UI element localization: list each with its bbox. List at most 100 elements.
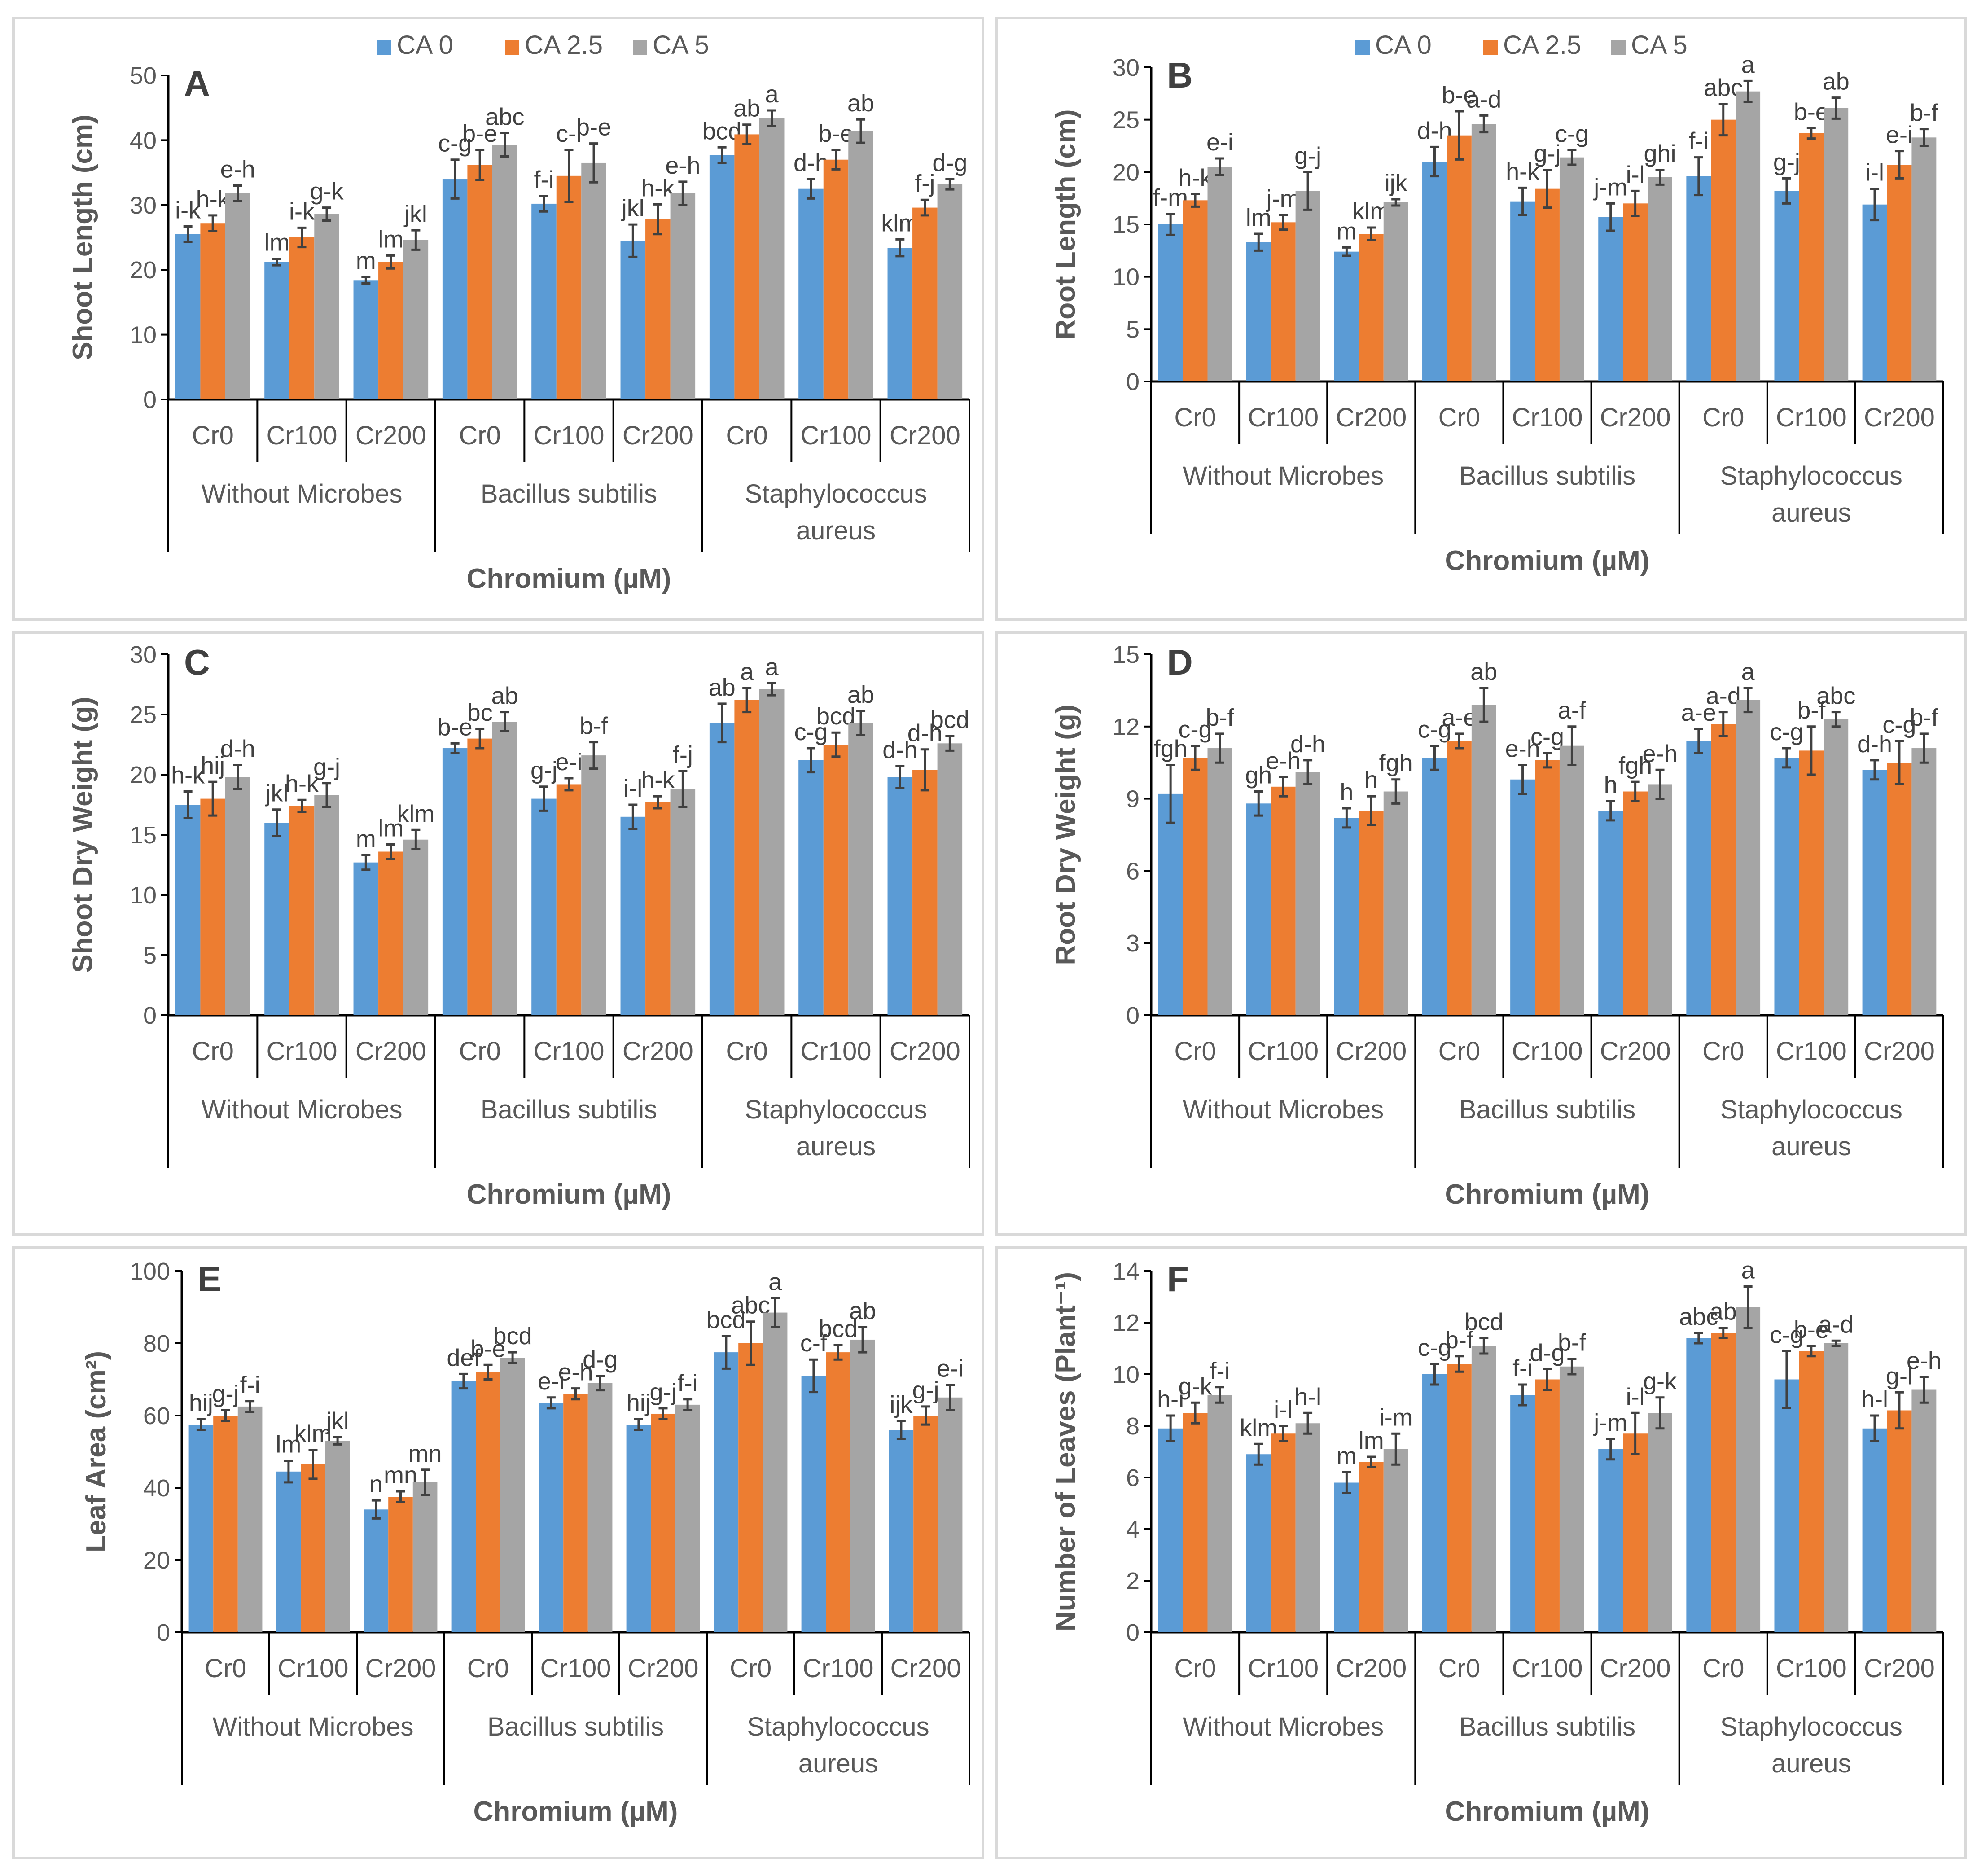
- significance-label: lm: [378, 226, 403, 253]
- significance-label: bcd: [493, 1323, 532, 1350]
- y-tick-label: 12: [1113, 1310, 1140, 1337]
- group-label: Staphylococcus: [745, 1095, 927, 1124]
- significance-label: h-k: [196, 186, 230, 213]
- significance-label: d-h: [1857, 731, 1892, 758]
- x-axis-label: Chromium (µM): [467, 563, 671, 594]
- significance-label: b-f: [1445, 1327, 1474, 1354]
- category-label: Cr0: [1702, 1654, 1744, 1683]
- significance-label: e-h: [558, 1359, 593, 1386]
- x-axis-label: Chromium (µM): [467, 1179, 671, 1210]
- significance-label: b-f: [1910, 704, 1938, 731]
- significance-label: f-j: [673, 741, 693, 768]
- y-tick-label: 0: [143, 1002, 157, 1029]
- bar: [492, 145, 517, 399]
- y-tick-label: 15: [1113, 641, 1140, 668]
- bar: [467, 738, 492, 1015]
- category-label: Cr0: [1174, 1654, 1216, 1683]
- category-label: Cr100: [534, 421, 605, 450]
- category-label: Cr100: [1512, 1037, 1583, 1066]
- category-label: Cr200: [1864, 1037, 1935, 1066]
- legend-swatch: [1355, 40, 1370, 55]
- bar: [670, 789, 696, 1015]
- group-label: Bacillus subtilis: [1459, 1712, 1635, 1741]
- category-label: Cr200: [1336, 1654, 1407, 1683]
- significance-label: e-h: [1642, 740, 1677, 767]
- bar: [289, 806, 315, 1015]
- bar: [887, 248, 913, 399]
- category-label: Cr0: [459, 1037, 500, 1066]
- chart-panel-e: 0 20 40 60 80 100 Leaf Area (cm²) E Cr0 Cr100 Cr20…: [12, 1246, 984, 1859]
- y-tick-label: 40: [130, 127, 157, 154]
- bar: [1295, 1423, 1320, 1632]
- category-label: Cr100: [1248, 1654, 1319, 1683]
- bar: [581, 162, 606, 399]
- bar: [442, 748, 468, 1015]
- significance-label: abc: [1679, 1303, 1718, 1330]
- significance-label: h-i: [1157, 1386, 1184, 1413]
- significance-label: c-g: [438, 130, 472, 157]
- bar: [912, 770, 938, 1015]
- category-label: Cr0: [1438, 403, 1480, 432]
- bar: [587, 1383, 613, 1632]
- significance-label: g-j: [649, 1379, 676, 1406]
- significance-label: ghi: [1644, 140, 1676, 167]
- bar: [651, 1413, 675, 1632]
- group-label: aureus: [1771, 498, 1851, 527]
- bar: [734, 700, 759, 1015]
- bar: [763, 1312, 788, 1632]
- bar: [1824, 108, 1849, 381]
- category-label: Cr0: [192, 421, 233, 450]
- bar: [937, 743, 963, 1015]
- y-tick-label: 6: [1126, 858, 1140, 885]
- significance-label: fgh: [1154, 736, 1188, 763]
- significance-label: e-i: [937, 1355, 964, 1382]
- significance-label: fgh: [1618, 752, 1652, 779]
- y-tick-label: 14: [1113, 1258, 1140, 1285]
- significance-label: ijk: [1385, 170, 1408, 197]
- y-tick-label: 9: [1126, 786, 1140, 813]
- category-label: Cr0: [1702, 403, 1744, 432]
- bar: [1207, 1395, 1232, 1632]
- x-axis-label: Chromium (µM): [1445, 1796, 1650, 1827]
- y-tick-label: 10: [1113, 264, 1140, 291]
- significance-label: hij: [189, 1389, 213, 1416]
- significance-label: g-j: [912, 1377, 939, 1404]
- significance-label: h: [1340, 779, 1353, 806]
- bar: [556, 784, 582, 1015]
- significance-label: b-e: [576, 114, 611, 141]
- significance-label: bc: [467, 699, 493, 726]
- bar: [1648, 1413, 1672, 1632]
- bar: [823, 159, 849, 400]
- bar: [225, 777, 250, 1015]
- significance-label: f-i: [1210, 1358, 1230, 1385]
- category-label: Cr200: [890, 421, 960, 450]
- category-label: Cr200: [1336, 403, 1407, 432]
- y-tick-label: 2: [1126, 1568, 1140, 1595]
- bar: [188, 1425, 214, 1632]
- significance-label: n: [369, 1471, 383, 1498]
- significance-label: h-k: [285, 770, 319, 797]
- bar: [237, 1406, 263, 1632]
- bar: [620, 241, 646, 399]
- panel-letter: D: [1167, 642, 1193, 682]
- bar: [670, 193, 696, 399]
- group-label: Bacillus subtilis: [1459, 461, 1635, 491]
- significance-label: jkl: [325, 1407, 349, 1434]
- chart-panel-c: 0 5 10 15 20 25 30 Shoot Dry Weight (g) C Cr0 Cr10…: [12, 631, 984, 1236]
- significance-label: hij: [201, 752, 225, 779]
- x-axis-label: Chromium (µM): [1445, 545, 1650, 576]
- significance-label: e-h: [1505, 736, 1540, 763]
- bar: [913, 1416, 938, 1632]
- bar: [1559, 745, 1584, 1015]
- significance-label: g-k: [1643, 1368, 1677, 1395]
- significance-label: jkl: [403, 201, 427, 228]
- significance-label: bcd: [930, 706, 969, 733]
- significance-label: e-h: [1907, 1347, 1942, 1374]
- bar: [1334, 251, 1359, 381]
- significance-label: b-f: [580, 713, 609, 740]
- category-label: Cr200: [890, 1654, 961, 1683]
- y-tick-label: 8: [1126, 1413, 1140, 1440]
- chart-panel-f: 0 2 4 6 8 10 12 14 Number of Leaves (Plant⁻¹) F Cr…: [995, 1246, 1967, 1859]
- significance-label: lm: [1359, 1427, 1384, 1454]
- bar: [738, 1343, 763, 1632]
